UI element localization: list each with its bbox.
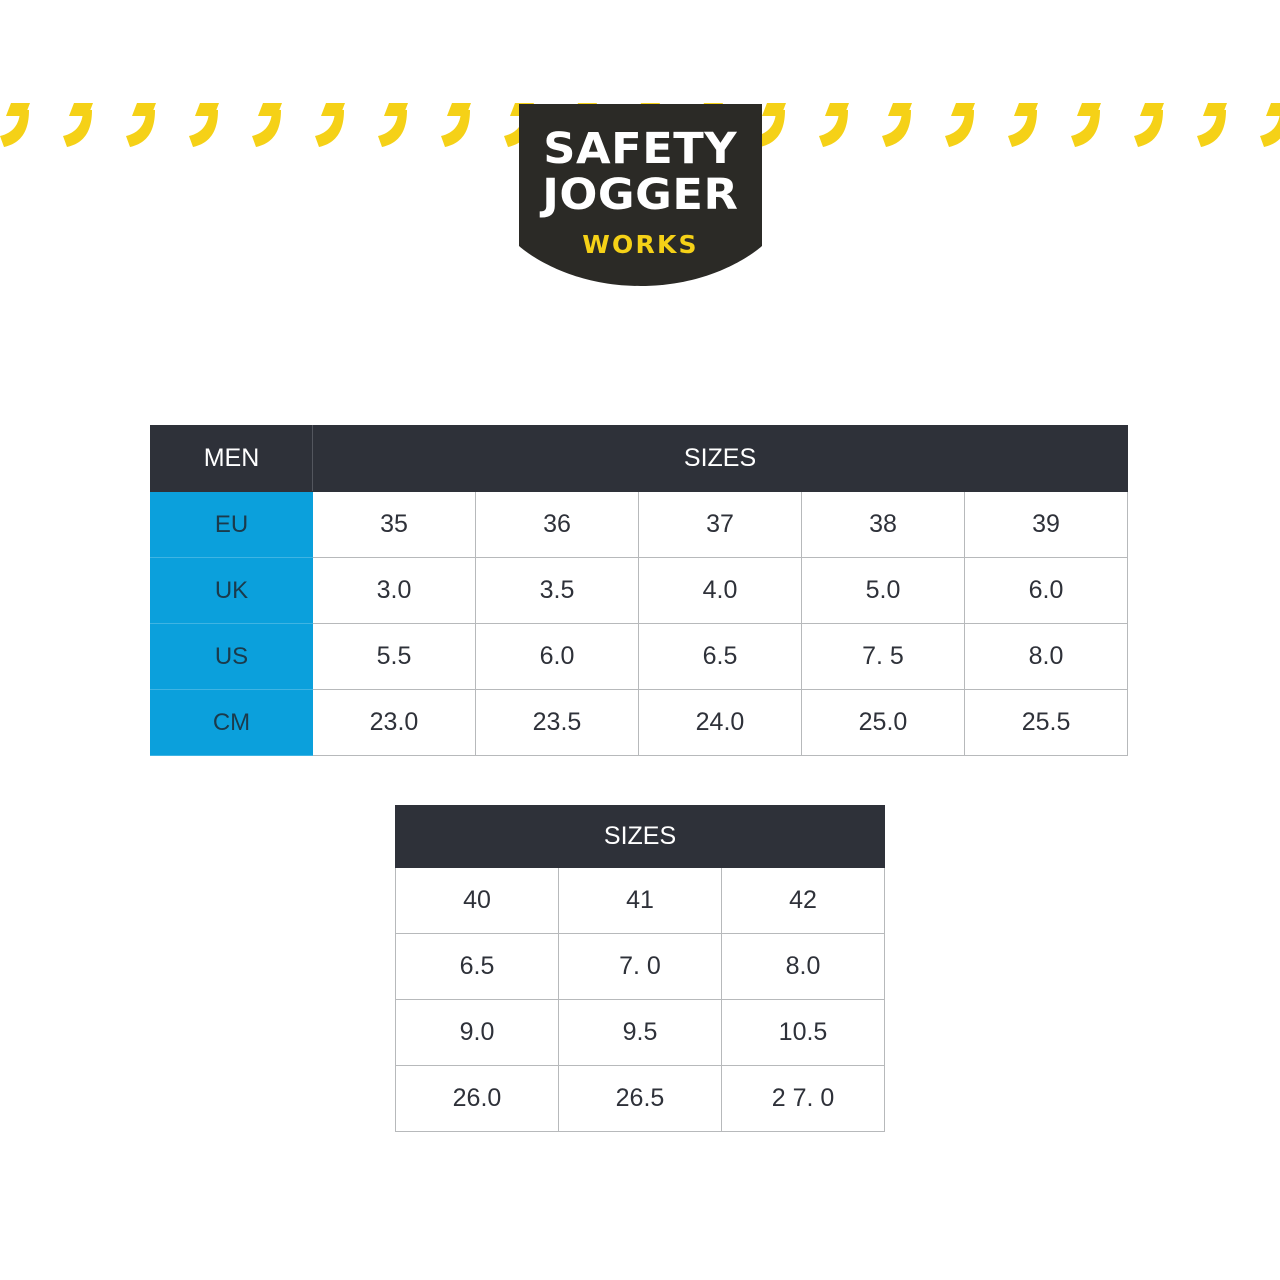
table-row: CM 23.0 23.5 24.0 25.0 25.5 bbox=[150, 689, 1129, 756]
size-cell: 8.0 bbox=[720, 933, 886, 1000]
size-cell: 2 7. 0 bbox=[720, 1065, 886, 1132]
jogger-swoosh-icon bbox=[441, 103, 471, 149]
extended-size-table: SIZES 40 41 42 6.5 7. 0 8.0 9.0 9.5 10.5 26.0 26.5… bbox=[394, 805, 886, 1132]
jogger-swoosh-icon bbox=[63, 103, 93, 149]
size-cell: 6.5 bbox=[638, 623, 802, 690]
size-cell: 38 bbox=[801, 491, 965, 558]
jogger-swoosh-icon bbox=[189, 103, 219, 149]
size-cell: 26.5 bbox=[558, 1065, 722, 1132]
jogger-swoosh-icon bbox=[945, 103, 975, 149]
row-label-eu: EU bbox=[150, 491, 313, 558]
size-cell: 37 bbox=[638, 491, 802, 558]
size-cell: 3.5 bbox=[475, 557, 639, 624]
table-row: 40 41 42 bbox=[395, 867, 886, 934]
size-cell: 40 bbox=[395, 867, 559, 934]
size-cell: 6.0 bbox=[475, 623, 639, 690]
row-label-us: US bbox=[150, 623, 313, 690]
size-cell: 24.0 bbox=[638, 689, 802, 756]
jogger-swoosh-icon bbox=[1134, 103, 1164, 149]
jogger-swoosh-icon bbox=[0, 103, 30, 149]
row-label-uk: UK bbox=[150, 557, 313, 624]
shield-icon bbox=[519, 104, 762, 286]
men-header-cell: MEN bbox=[150, 425, 313, 492]
jogger-swoosh-icon bbox=[1260, 103, 1280, 149]
size-cell: 26.0 bbox=[395, 1065, 559, 1132]
table-row: UK 3.0 3.5 4.0 5.0 6.0 bbox=[150, 557, 1129, 624]
size-cell: 5.0 bbox=[801, 557, 965, 624]
men-size-table: MEN SIZES EU 35 36 37 38 39 UK 3.0 3.5 4.0 5.0 6.0 U… bbox=[150, 425, 1129, 756]
jogger-swoosh-icon bbox=[252, 103, 282, 149]
size-cell: 8.0 bbox=[963, 623, 1129, 690]
size-cell: 6.0 bbox=[963, 557, 1129, 624]
row-label-cm: CM bbox=[150, 689, 313, 756]
jogger-swoosh-icon bbox=[1197, 103, 1227, 149]
logo-line-jogger: JOGGER bbox=[542, 169, 739, 220]
jogger-swoosh-icon bbox=[1071, 103, 1101, 149]
size-cell: 10.5 bbox=[720, 999, 886, 1066]
size-cell: 35 bbox=[312, 491, 476, 558]
table-row: 26.0 26.5 2 7. 0 bbox=[395, 1065, 886, 1132]
jogger-swoosh-icon bbox=[819, 103, 849, 149]
jogger-swoosh-icon bbox=[126, 103, 156, 149]
size-cell: 36 bbox=[475, 491, 639, 558]
size-cell: 4.0 bbox=[638, 557, 802, 624]
logo-line-works: WORKS bbox=[582, 230, 699, 260]
jogger-swoosh-icon bbox=[1008, 103, 1038, 149]
jogger-swoosh-icon bbox=[378, 103, 408, 149]
size-cell: 42 bbox=[720, 867, 886, 934]
jogger-swoosh-icon bbox=[882, 103, 912, 149]
brand-logo: SAFETY JOGGER WORKS bbox=[519, 104, 762, 286]
size-cell: 7. 5 bbox=[801, 623, 965, 690]
table-row: 9.0 9.5 10.5 bbox=[395, 999, 886, 1066]
size-cell: 25.5 bbox=[963, 689, 1129, 756]
table-header-row: SIZES bbox=[394, 805, 886, 868]
size-cell: 39 bbox=[963, 491, 1129, 558]
size-cell: 3.0 bbox=[312, 557, 476, 624]
size-cell: 5.5 bbox=[312, 623, 476, 690]
table-row: 6.5 7. 0 8.0 bbox=[395, 933, 886, 1000]
table-row: US 5.5 6.0 6.5 7. 5 8.0 bbox=[150, 623, 1129, 690]
size-cell: 9.5 bbox=[558, 999, 722, 1066]
sizes-header-cell: SIZES bbox=[394, 805, 886, 868]
jogger-swoosh-icon bbox=[315, 103, 345, 149]
size-cell: 25.0 bbox=[801, 689, 965, 756]
size-cell: 41 bbox=[558, 867, 722, 934]
table-header-row: MEN SIZES bbox=[150, 425, 1129, 492]
size-cell: 6.5 bbox=[395, 933, 559, 1000]
size-cell: 9.0 bbox=[395, 999, 559, 1066]
logo-line-safety: SAFETY bbox=[543, 124, 738, 174]
size-cell: 7. 0 bbox=[558, 933, 722, 1000]
table-row: EU 35 36 37 38 39 bbox=[150, 491, 1129, 558]
size-cell: 23.5 bbox=[475, 689, 639, 756]
size-cell: 23.0 bbox=[312, 689, 476, 756]
sizes-header-cell: SIZES bbox=[311, 425, 1129, 492]
